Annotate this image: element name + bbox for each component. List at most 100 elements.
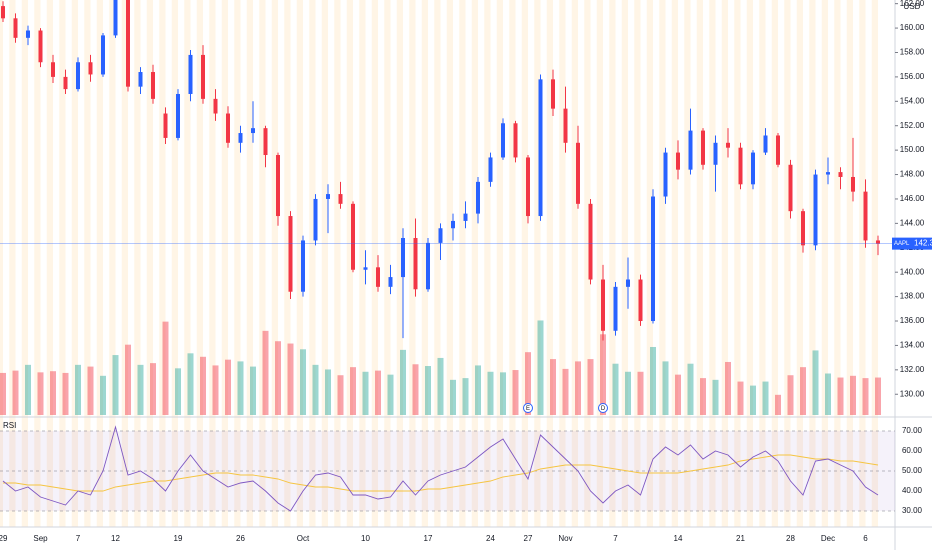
stripe	[434, 0, 441, 527]
stripe	[71, 0, 78, 527]
symbol-box	[892, 237, 911, 250]
rsi-line	[2, 425, 879, 512]
volume-bar	[87, 366, 94, 415]
x-tick-label: 6	[863, 534, 868, 543]
rsi-title: RSI	[3, 421, 16, 430]
volume-bar	[450, 379, 456, 415]
stripe	[696, 0, 703, 527]
volume-bar	[175, 368, 181, 415]
stripe	[371, 0, 378, 527]
stripe	[671, 0, 678, 527]
volume-bar	[350, 367, 356, 415]
volume-bar	[12, 370, 19, 415]
stripe	[759, 0, 766, 527]
volume-bar	[62, 372, 69, 415]
stripe	[246, 0, 253, 527]
candle-body	[213, 98, 218, 114]
y-tick-label: 156.00	[900, 72, 925, 81]
volume-bar	[800, 367, 806, 415]
candle-body	[326, 194, 330, 199]
stripe	[84, 0, 91, 527]
candle-body	[288, 216, 293, 292]
rsi-tick-label: 30.00	[902, 506, 923, 515]
stripe	[809, 0, 816, 527]
stripe	[746, 0, 753, 527]
candle-body	[763, 135, 768, 153]
candle-body	[263, 128, 268, 156]
candle-body	[663, 152, 668, 197]
background	[0, 0, 878, 527]
candle-body	[151, 72, 155, 99]
candle-body	[38, 30, 43, 63]
candle-body	[826, 172, 830, 175]
x-tick-label: Sep	[33, 534, 48, 543]
stripe	[171, 0, 178, 527]
stripe	[634, 0, 641, 527]
candle-body	[376, 267, 380, 287]
volume-bar	[125, 344, 131, 415]
candle-body	[876, 240, 880, 244]
candle-body	[713, 142, 718, 165]
stripe	[109, 0, 116, 527]
volume-bar	[412, 364, 419, 415]
stripe	[734, 0, 741, 527]
volume-bar	[0, 372, 6, 415]
x-tick-label: 26	[236, 534, 245, 543]
volume-bar	[212, 365, 219, 415]
volume-bar	[437, 357, 444, 415]
stripe	[659, 0, 666, 527]
stripe	[259, 0, 266, 527]
candle-body	[638, 279, 643, 322]
candle-body	[138, 72, 143, 87]
candle-body	[588, 203, 593, 280]
stripe	[134, 0, 141, 527]
volume-bar	[637, 371, 644, 415]
stripe	[484, 0, 491, 527]
candle-body	[701, 130, 705, 165]
stripe	[409, 0, 416, 527]
event-label: E	[526, 406, 530, 412]
candle-body	[63, 76, 68, 90]
volume-bar	[462, 378, 469, 415]
symbol-label: AAPL	[894, 241, 910, 247]
candle-body	[301, 240, 305, 292]
candle-body	[26, 30, 30, 38]
candle-body	[563, 108, 568, 143]
volume-bar	[762, 381, 769, 415]
candle-body	[438, 228, 443, 243]
currency-label: USD	[904, 2, 921, 11]
candle-body	[351, 203, 355, 270]
stripe	[396, 0, 403, 527]
stripe	[221, 0, 228, 527]
stripe	[0, 0, 3, 527]
volume-bar	[425, 366, 431, 415]
volume-bar	[475, 365, 481, 415]
stripe	[234, 0, 241, 527]
volume-bar	[600, 334, 606, 415]
candle-body	[538, 79, 543, 217]
stripe	[421, 0, 428, 527]
y-tick-label: 160.00	[900, 23, 925, 32]
volume-bar	[712, 379, 719, 415]
x-tick-label: 21	[736, 534, 745, 543]
stripe	[684, 0, 691, 527]
stripe	[209, 0, 216, 527]
volume-bar	[375, 370, 381, 415]
volume-bar	[700, 378, 706, 415]
candle-body	[551, 79, 555, 109]
volume-bar	[825, 373, 831, 415]
y-tick-label: 132.00	[900, 365, 925, 374]
candle-body	[851, 176, 855, 192]
y-tick-label: 136.00	[900, 316, 925, 325]
candle-body	[688, 130, 693, 170]
volume-bar	[575, 361, 581, 415]
volume-bar	[187, 353, 194, 415]
stripe	[321, 0, 328, 527]
x-tick-label: 19	[174, 534, 183, 543]
stripe	[96, 0, 103, 527]
stripe	[846, 0, 853, 527]
volume-bar	[862, 378, 869, 415]
y-tick-label: 162.00	[900, 0, 925, 8]
y-tick-label: 158.00	[900, 48, 925, 57]
stripe	[21, 0, 28, 527]
